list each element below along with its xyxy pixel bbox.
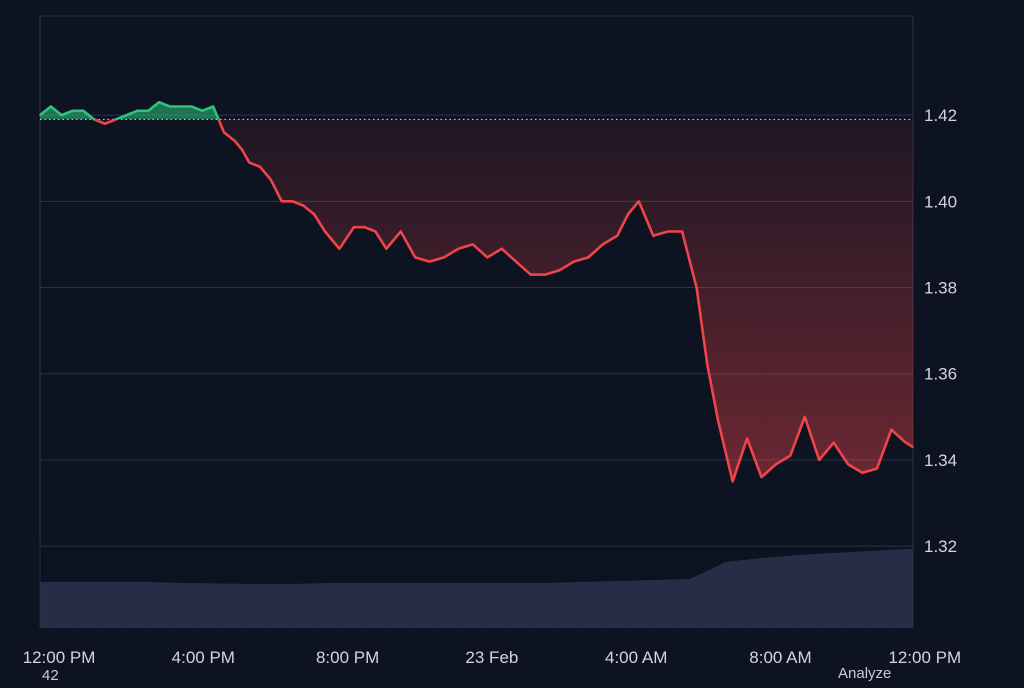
price-point bbox=[904, 441, 907, 444]
price-point bbox=[573, 260, 575, 263]
price-point bbox=[890, 428, 893, 431]
price-point bbox=[627, 213, 629, 216]
price-point bbox=[544, 273, 546, 276]
price-point bbox=[338, 247, 341, 250]
price-point bbox=[125, 114, 128, 117]
y-tick-label: 1.40 bbox=[924, 192, 957, 211]
price-point bbox=[652, 234, 655, 237]
price-point bbox=[789, 454, 792, 457]
x-tick-label: 4:00 AM bbox=[605, 648, 667, 667]
price-point bbox=[760, 476, 763, 479]
price-point bbox=[259, 165, 261, 168]
price-point bbox=[601, 243, 604, 246]
price-point bbox=[136, 109, 139, 112]
stray-label-left: 42 bbox=[42, 667, 59, 684]
area-layer bbox=[40, 102, 913, 482]
price-point bbox=[60, 114, 63, 117]
price-point bbox=[324, 230, 326, 233]
price-point bbox=[803, 415, 806, 418]
area-above-baseline bbox=[40, 102, 219, 120]
price-point bbox=[385, 247, 388, 250]
price-point bbox=[637, 200, 640, 203]
price-point bbox=[352, 226, 355, 229]
price-point bbox=[912, 446, 914, 448]
price-point bbox=[818, 459, 821, 461]
price-point bbox=[39, 114, 41, 117]
price-point bbox=[717, 420, 720, 423]
price-point bbox=[775, 463, 777, 466]
price-point bbox=[486, 256, 489, 259]
price-point bbox=[280, 200, 283, 203]
price-line-up bbox=[40, 100, 220, 120]
analyze-link[interactable]: Analyze bbox=[838, 665, 892, 682]
price-point bbox=[529, 273, 532, 276]
price-point bbox=[49, 105, 52, 108]
price-point bbox=[681, 230, 684, 233]
price-point bbox=[587, 256, 590, 259]
price-point bbox=[374, 230, 377, 233]
price-point bbox=[443, 256, 445, 259]
price-point bbox=[269, 178, 272, 181]
price-point bbox=[666, 230, 669, 233]
price-point bbox=[616, 234, 619, 237]
price-point bbox=[695, 286, 698, 289]
price-point bbox=[500, 247, 503, 250]
price-point bbox=[233, 140, 236, 142]
price-point bbox=[302, 204, 305, 207]
price-point bbox=[93, 118, 96, 121]
price-point bbox=[179, 105, 182, 108]
price-point bbox=[457, 247, 460, 250]
price-point bbox=[471, 243, 474, 246]
price-point bbox=[515, 260, 518, 263]
price-point bbox=[428, 260, 431, 263]
price-point bbox=[147, 109, 150, 112]
price-point bbox=[414, 256, 417, 259]
price-point bbox=[104, 122, 106, 125]
y-tick-label: 1.38 bbox=[924, 279, 957, 298]
x-tick-label: 23 Feb bbox=[465, 648, 518, 667]
x-tick-label: 12:00 PM bbox=[888, 648, 961, 667]
price-point bbox=[291, 200, 294, 203]
price-point bbox=[832, 441, 835, 444]
price-point bbox=[168, 105, 171, 108]
price-point bbox=[746, 437, 748, 440]
x-tick-label: 8:00 AM bbox=[749, 648, 811, 667]
price-point bbox=[248, 161, 251, 164]
price-point bbox=[158, 101, 160, 104]
y-tick-label: 1.32 bbox=[924, 537, 957, 556]
price-point bbox=[114, 118, 117, 121]
y-tick-label: 1.36 bbox=[924, 365, 957, 384]
volume-area bbox=[40, 549, 913, 628]
x-tick-label: 8:00 PM bbox=[316, 648, 379, 667]
x-tick-label: 12:00 PM bbox=[23, 648, 96, 667]
price-point bbox=[241, 148, 243, 151]
price-point bbox=[847, 463, 849, 466]
price-point bbox=[861, 471, 864, 474]
x-axis-ticks: 12:00 PM 4:00 PM 8:00 PM 23 Feb 4:00 AM 8:00 … bbox=[23, 648, 962, 667]
line-layer bbox=[39, 100, 914, 483]
volume-layer bbox=[39, 538, 913, 628]
price-point bbox=[706, 364, 709, 366]
price-point bbox=[399, 230, 402, 233]
y-axis-ticks: 1.42 1.40 1.38 1.36 1.34 1.32 bbox=[924, 106, 957, 556]
price-point bbox=[82, 109, 85, 112]
price-point bbox=[558, 269, 561, 272]
price-point bbox=[876, 467, 878, 470]
price-point bbox=[201, 109, 204, 112]
price-point bbox=[212, 105, 215, 108]
price-point bbox=[71, 109, 74, 112]
price-point bbox=[363, 226, 366, 229]
y-tick-label: 1.42 bbox=[924, 106, 957, 125]
price-point bbox=[731, 480, 734, 483]
y-tick-label: 1.34 bbox=[924, 451, 957, 470]
price-point bbox=[313, 213, 316, 216]
x-tick-label: 4:00 PM bbox=[172, 648, 235, 667]
price-point bbox=[190, 105, 193, 108]
price-point bbox=[223, 131, 225, 134]
area-below-baseline bbox=[40, 119, 913, 482]
